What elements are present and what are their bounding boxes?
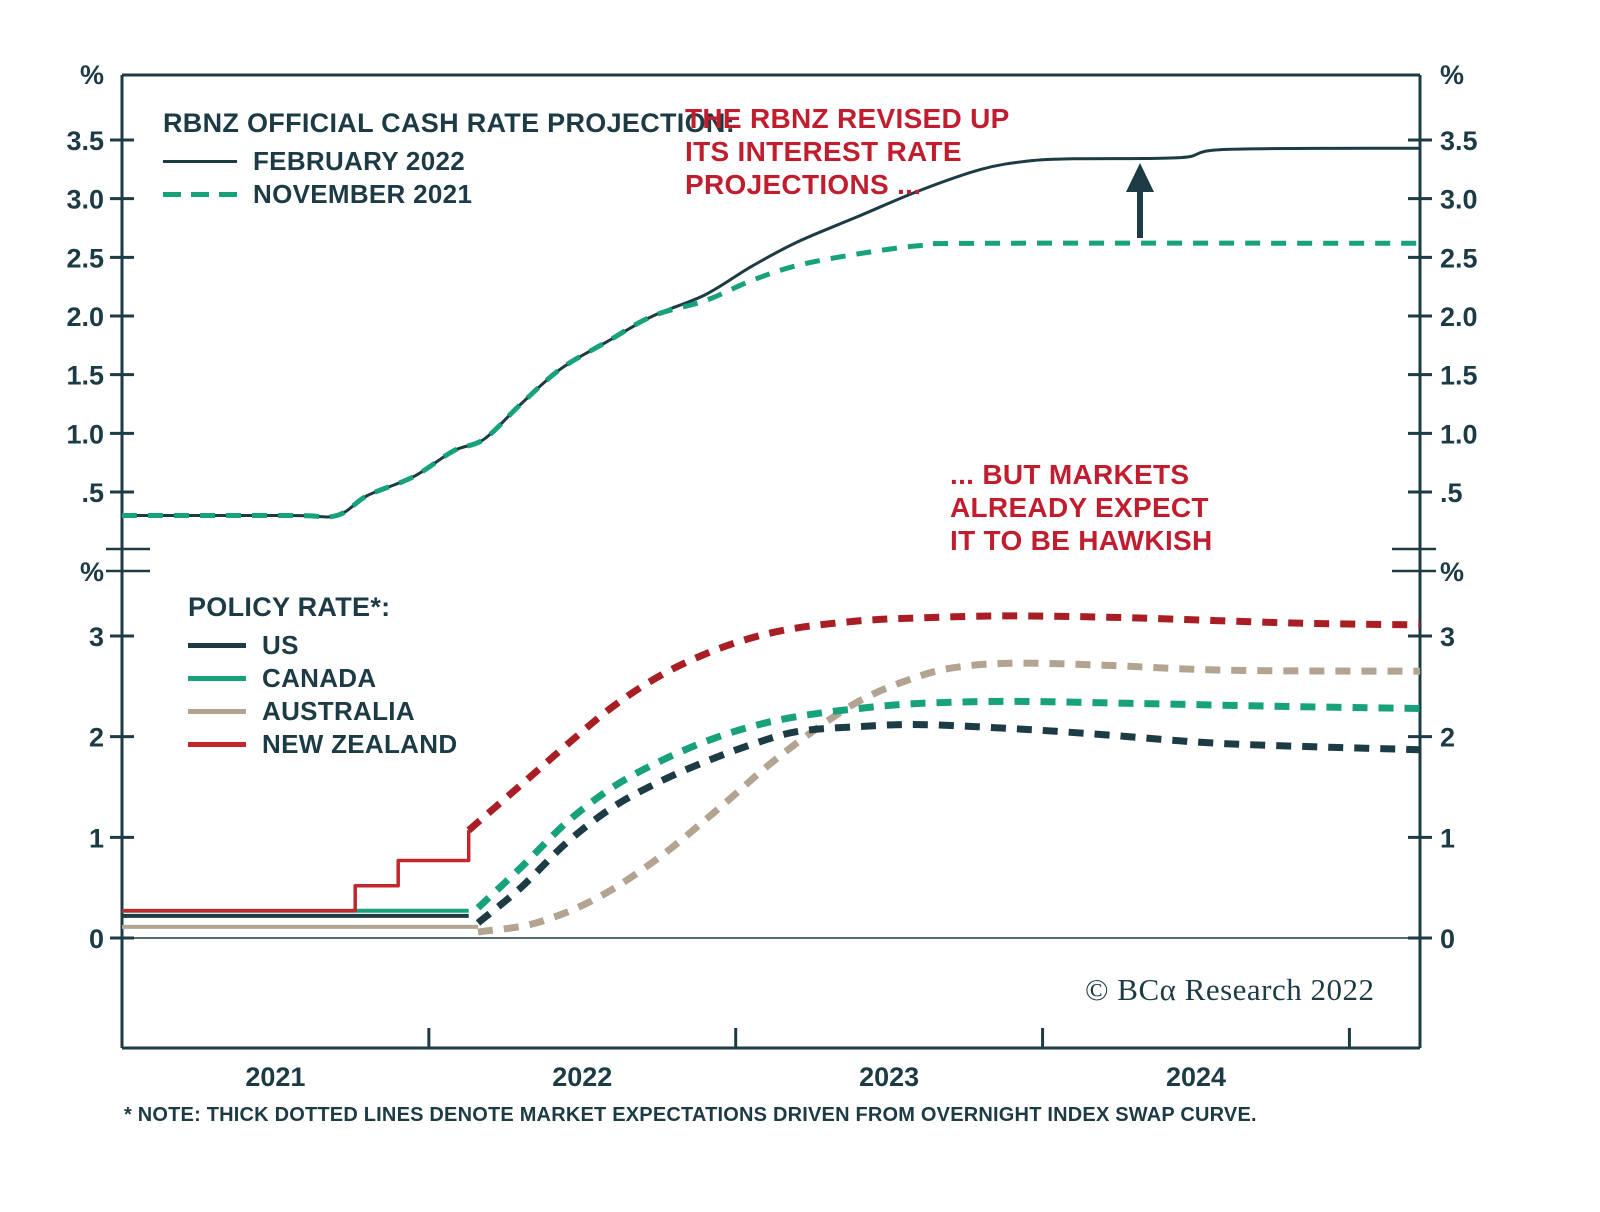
axis-label: % <box>80 60 104 90</box>
legend-rbnz-projection: RBNZ OFFICIAL CASH RATE PROJECTION: FEBR… <box>163 108 735 211</box>
footnote-text: * NOTE: THICK DOTTED LINES DENOTE MARKET… <box>124 1104 1257 1126</box>
line-sample-icon <box>188 676 246 681</box>
legend-title: RBNZ OFFICIAL CASH RATE PROJECTION: <box>163 108 736 138</box>
legend-item-label: US <box>262 630 299 660</box>
series-new-zealand-market-expectations <box>466 612 1421 833</box>
legend-item-label: NEW ZEALAND <box>262 729 458 759</box>
axis-label: 2.0 <box>66 302 104 332</box>
legend-item-label: CANADA <box>262 663 377 693</box>
axis-label: 1.5 <box>1440 361 1478 391</box>
solid-line-sample-icon <box>163 160 237 163</box>
axis-label: 2022 <box>552 1062 612 1092</box>
axis-label: 3.0 <box>66 185 104 215</box>
axis-label: 2.5 <box>66 243 104 273</box>
series-november-2021 <box>122 240 1421 520</box>
legend-item-label: FEBRUARY 2022 <box>253 146 465 176</box>
line-sample-icon <box>188 742 246 747</box>
copyright-text: © BCα Research 2022 <box>1085 972 1375 1007</box>
legend-policy-rate: POLICY RATE*: US CANADA AUSTRALIA NEW ZE… <box>188 592 457 761</box>
axis-label: 2024 <box>1166 1062 1226 1092</box>
axis-label: 1 <box>1440 823 1455 853</box>
axis-label: 1 <box>89 823 104 853</box>
annotation-markets-hawkish: ... BUT MARKETS ALREADY EXPECT IT TO BE … <box>950 459 1213 557</box>
axis-label: % <box>1440 60 1464 90</box>
legend-item-new-zealand: NEW ZEALAND <box>188 728 457 761</box>
axis-label: 3 <box>1440 622 1455 652</box>
axis-label: 2.5 <box>1440 243 1478 273</box>
axis-label: % <box>1440 557 1464 587</box>
axis-label: 1.0 <box>1440 419 1478 449</box>
legend-item-canada: CANADA <box>188 662 457 695</box>
axis-label: 3.5 <box>66 126 104 156</box>
series-us-market-expectations <box>475 721 1421 926</box>
axis-label: 1.0 <box>66 419 104 449</box>
legend-item-label: AUSTRALIA <box>262 696 415 726</box>
series-new-zealand-history <box>122 830 471 913</box>
legend-item-label: NOVEMBER 2021 <box>253 179 473 209</box>
legend-title: POLICY RATE*: <box>188 592 391 622</box>
legend-item-november-2021: NOVEMBER 2021 <box>163 178 735 211</box>
dashed-line-sample-icon <box>163 192 237 197</box>
axis-label: 3.0 <box>1440 185 1478 215</box>
axis-label: 1.5 <box>66 361 104 391</box>
axis-label: 0 <box>89 924 104 954</box>
axis-label: 2023 <box>859 1062 919 1092</box>
axis-frame <box>120 73 1422 1050</box>
axis-label: .5 <box>1440 478 1463 508</box>
series-australia-market-expectations <box>477 659 1421 936</box>
axis-label: 2 <box>89 723 104 753</box>
axis-label: 3.5 <box>1440 126 1478 156</box>
series-canada-market-expectations <box>475 697 1421 911</box>
axis-label: 0 <box>1440 924 1455 954</box>
axis-label: % <box>80 557 104 587</box>
annotation-rbnz-revised-up: THE RBNZ REVISED UP ITS INTEREST RATE PR… <box>685 103 1010 201</box>
axis-label: 3 <box>89 622 104 652</box>
axis-label: 2.0 <box>1440 302 1478 332</box>
up-arrow-icon <box>1126 163 1154 238</box>
axis-label: 2 <box>1440 723 1455 753</box>
legend-item-february-2022: FEBRUARY 2022 <box>163 145 735 178</box>
line-sample-icon <box>188 643 246 648</box>
line-sample-icon <box>188 709 246 714</box>
legend-item-us: US <box>188 629 457 662</box>
axis-label: .5 <box>81 478 104 508</box>
axis-label: 2021 <box>245 1062 305 1092</box>
legend-item-australia: AUSTRALIA <box>188 695 457 728</box>
